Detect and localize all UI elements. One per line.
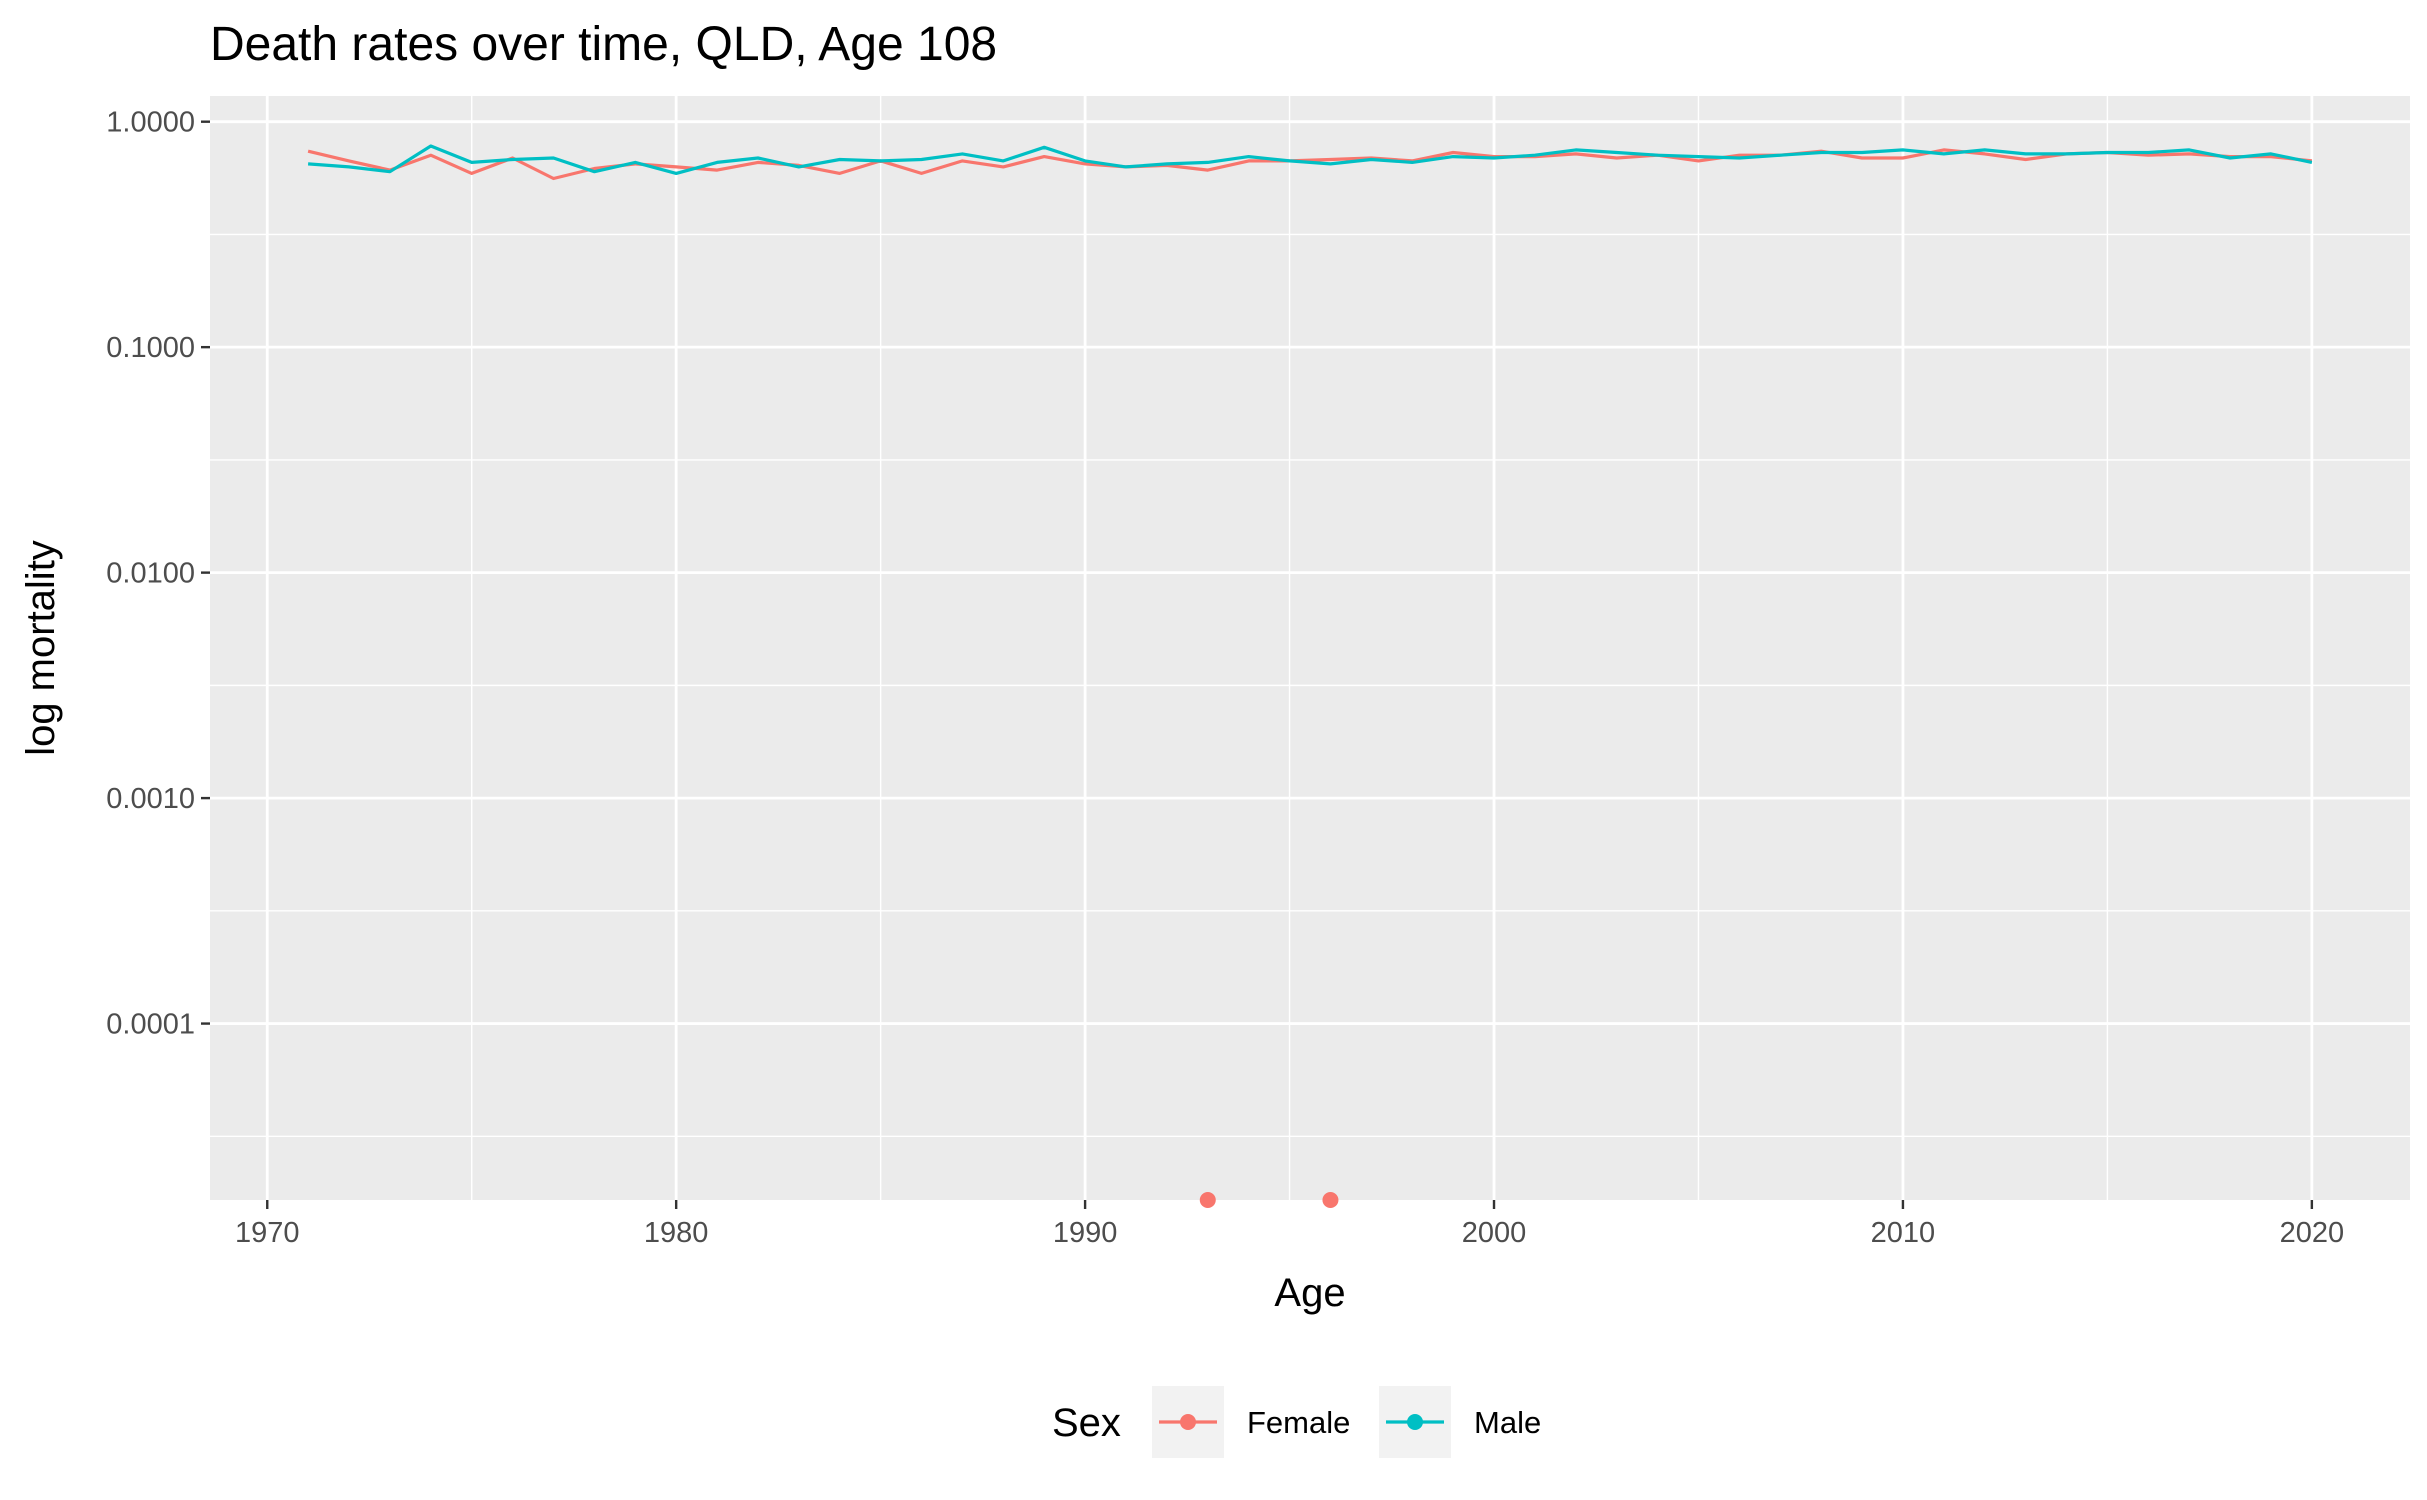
legend-title: Sex [1052, 1401, 1121, 1445]
x-tick-label: 1970 [235, 1217, 300, 1249]
grid [210, 96, 2410, 1200]
y-tick-label: 1.0000 [106, 107, 195, 139]
female-data-point [1199, 1192, 1216, 1208]
y-axis-title: log mortality [19, 540, 63, 756]
x-tick-label: 1980 [644, 1217, 709, 1249]
x-tick-label: 2020 [2280, 1217, 2345, 1249]
legend-label-female: Female [1247, 1405, 1350, 1440]
y-tick-label: 0.0001 [106, 1009, 195, 1041]
y-tick-label: 0.0100 [106, 558, 195, 590]
x-axis-title: Age [1274, 1271, 1345, 1315]
series-layer [307, 144, 2313, 1208]
x-tick-label: 2000 [1462, 1217, 1527, 1249]
female-data-point [1322, 1192, 1339, 1208]
y-axis: 0.0001 0.0010 0.0100 0.1000 1.0000 [106, 107, 210, 1041]
legend-point-female [1180, 1414, 1196, 1430]
legend-label-male: Male [1474, 1405, 1541, 1440]
legend-point-male [1407, 1414, 1423, 1430]
y-tick-label: 0.1000 [106, 332, 195, 364]
x-tick-label: 1990 [1053, 1217, 1118, 1249]
chart-title: Death rates over time, QLD, Age 108 [210, 18, 997, 71]
plot-panel [210, 96, 2410, 1200]
y-tick-label: 0.0010 [106, 783, 195, 815]
male-series-line [307, 144, 2313, 175]
legend: Sex Female Male [1052, 1386, 1541, 1458]
x-axis: 1970 1980 1990 2000 2010 2020 [235, 1200, 2344, 1249]
x-tick-label: 2010 [1871, 1217, 1936, 1249]
